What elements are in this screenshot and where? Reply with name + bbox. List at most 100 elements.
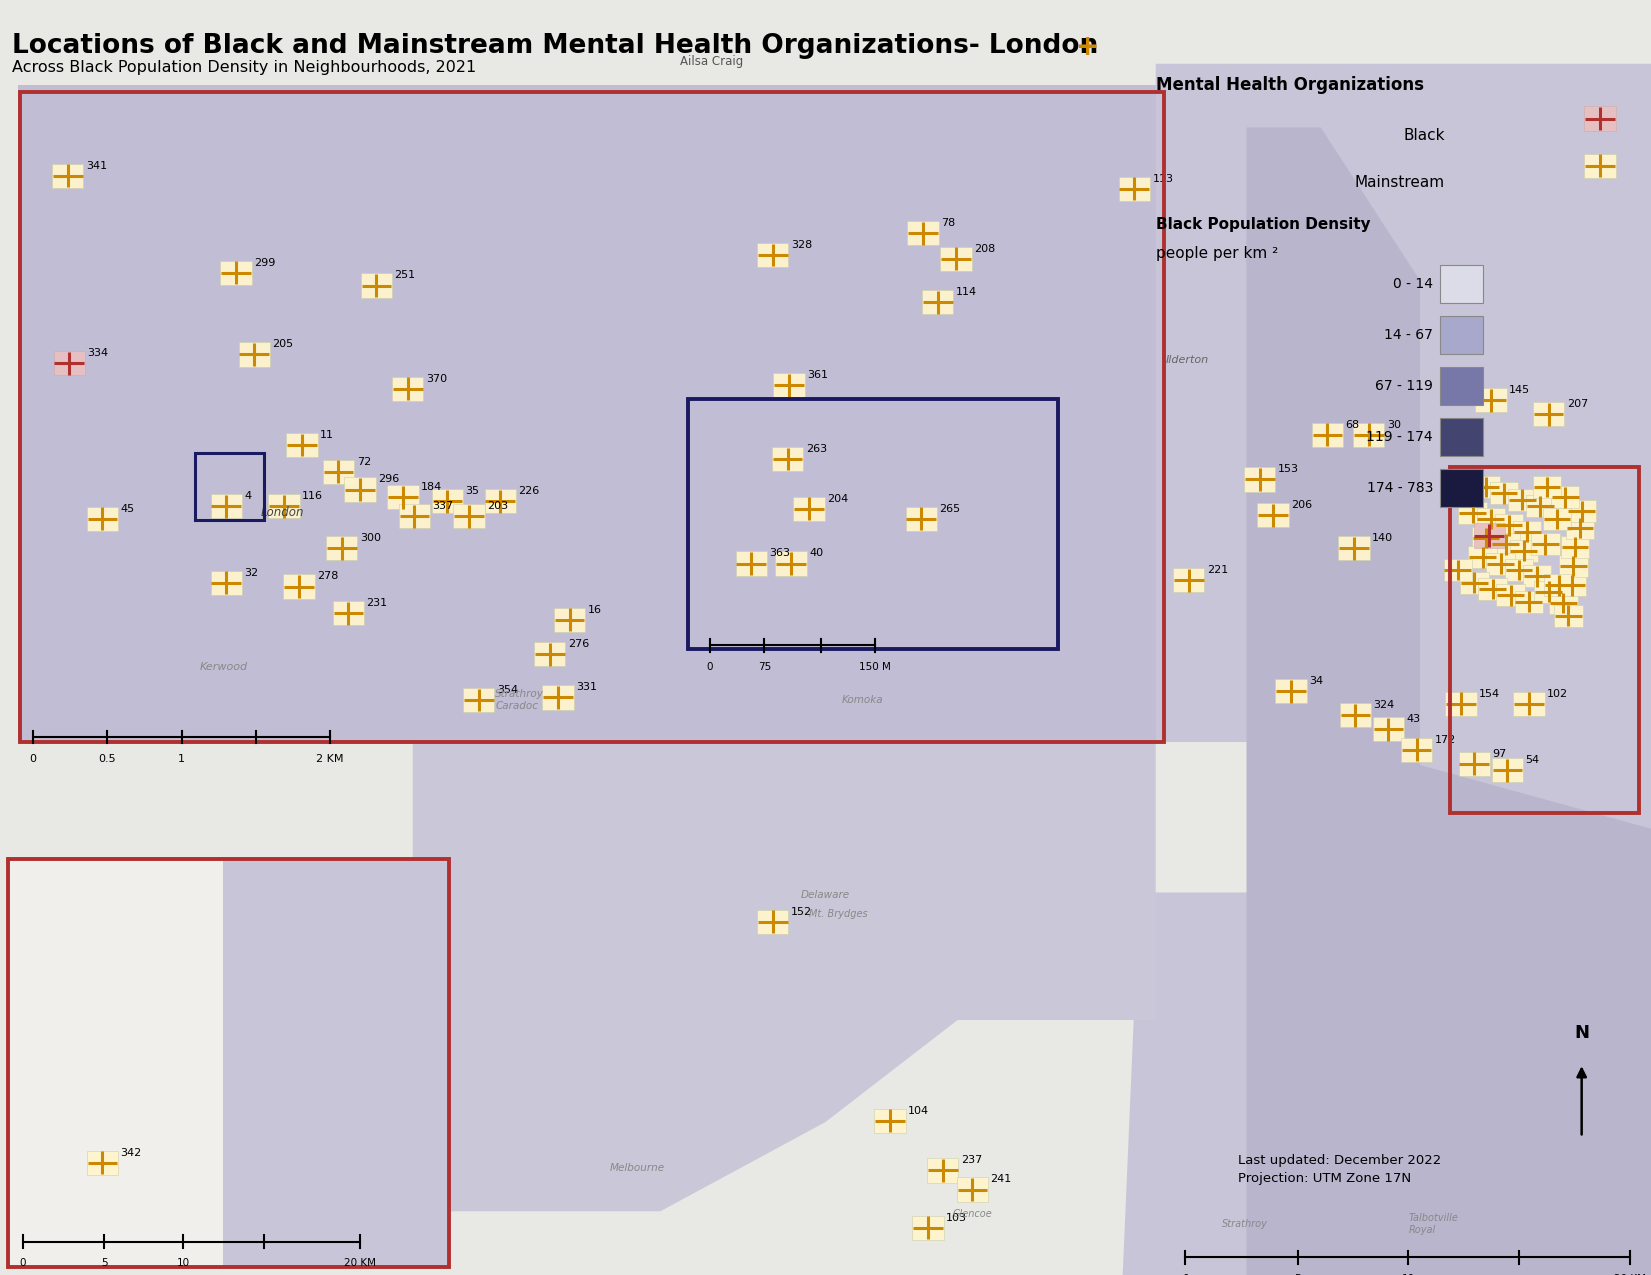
Bar — [8, 859, 449, 1267]
FancyBboxPatch shape — [325, 536, 357, 561]
Bar — [8, 859, 231, 1267]
Text: 341: 341 — [86, 161, 107, 171]
Text: Delaware: Delaware — [801, 890, 850, 900]
FancyBboxPatch shape — [1565, 516, 1595, 539]
Text: 184: 184 — [421, 482, 442, 492]
FancyBboxPatch shape — [553, 607, 584, 631]
Text: 205: 205 — [272, 339, 294, 349]
Text: 14 - 67: 14 - 67 — [1384, 329, 1433, 342]
Text: 208: 208 — [974, 244, 996, 254]
FancyBboxPatch shape — [287, 432, 317, 456]
FancyBboxPatch shape — [1514, 590, 1544, 613]
FancyBboxPatch shape — [1493, 757, 1522, 782]
FancyBboxPatch shape — [1514, 691, 1545, 717]
FancyBboxPatch shape — [1337, 536, 1370, 561]
Text: 2 KM: 2 KM — [317, 754, 343, 764]
FancyBboxPatch shape — [1275, 678, 1308, 704]
Text: 10: 10 — [1402, 1274, 1415, 1275]
FancyBboxPatch shape — [400, 504, 429, 528]
Text: 153: 153 — [1278, 464, 1299, 474]
FancyBboxPatch shape — [1532, 476, 1562, 499]
Text: 5: 5 — [1294, 1274, 1301, 1275]
Text: 68: 68 — [1346, 419, 1360, 430]
FancyBboxPatch shape — [343, 477, 375, 501]
FancyBboxPatch shape — [462, 688, 494, 711]
FancyBboxPatch shape — [1446, 691, 1476, 717]
Text: 35: 35 — [466, 486, 479, 496]
FancyBboxPatch shape — [1478, 578, 1507, 601]
FancyBboxPatch shape — [1440, 469, 1483, 507]
Text: 30: 30 — [1387, 419, 1400, 430]
Text: Talbotville
Royal: Talbotville Royal — [1408, 1214, 1458, 1234]
FancyBboxPatch shape — [1474, 523, 1506, 548]
FancyBboxPatch shape — [1476, 507, 1506, 530]
FancyBboxPatch shape — [1549, 592, 1578, 615]
Text: 206: 206 — [1291, 500, 1313, 510]
Bar — [195, 453, 264, 520]
FancyBboxPatch shape — [211, 570, 241, 594]
Text: 334: 334 — [88, 348, 109, 358]
FancyBboxPatch shape — [1550, 486, 1580, 509]
FancyBboxPatch shape — [1471, 527, 1501, 550]
Text: 116: 116 — [302, 491, 324, 501]
Text: 5: 5 — [101, 1258, 107, 1269]
Text: 145: 145 — [1509, 385, 1530, 395]
FancyBboxPatch shape — [1313, 422, 1344, 446]
FancyBboxPatch shape — [220, 260, 251, 284]
Bar — [688, 399, 1058, 649]
Text: 150 M: 150 M — [859, 662, 892, 672]
FancyBboxPatch shape — [542, 686, 575, 709]
Text: 337: 337 — [433, 501, 454, 511]
Text: 97: 97 — [1493, 748, 1507, 759]
FancyBboxPatch shape — [771, 446, 802, 470]
Text: 34: 34 — [1309, 676, 1324, 686]
FancyBboxPatch shape — [1530, 533, 1560, 556]
Text: Across Black Population Density in Neighbourhoods, 2021: Across Black Population Density in Neigh… — [12, 60, 475, 75]
Text: 324: 324 — [1374, 700, 1395, 710]
Text: 278: 278 — [317, 571, 338, 581]
FancyBboxPatch shape — [1471, 476, 1501, 499]
Text: 43: 43 — [1407, 714, 1422, 724]
Text: 20 KM: 20 KM — [1613, 1274, 1646, 1275]
FancyBboxPatch shape — [53, 163, 83, 189]
Text: 226: 226 — [518, 486, 540, 496]
Text: 300: 300 — [360, 533, 381, 543]
FancyBboxPatch shape — [1258, 502, 1289, 528]
Text: 265: 265 — [939, 504, 961, 514]
FancyBboxPatch shape — [1440, 418, 1483, 456]
Text: 45: 45 — [121, 504, 135, 514]
Text: 0: 0 — [30, 754, 36, 764]
FancyBboxPatch shape — [1468, 546, 1497, 569]
Bar — [1450, 467, 1639, 813]
Text: Strathroy: Strathroy — [1222, 1219, 1268, 1229]
Text: London: London — [261, 506, 304, 519]
FancyBboxPatch shape — [1172, 567, 1205, 592]
Text: 113: 113 — [1152, 173, 1174, 184]
FancyBboxPatch shape — [1585, 106, 1615, 131]
Text: Ailsa Craig: Ailsa Craig — [680, 55, 743, 68]
FancyBboxPatch shape — [533, 643, 565, 666]
FancyBboxPatch shape — [1486, 552, 1516, 575]
Text: 331: 331 — [576, 682, 598, 692]
Text: 75: 75 — [758, 662, 771, 672]
FancyBboxPatch shape — [941, 246, 971, 270]
Text: 0 - 14: 0 - 14 — [1393, 278, 1433, 291]
Text: 102: 102 — [1547, 688, 1568, 699]
Text: 152: 152 — [791, 907, 812, 917]
FancyBboxPatch shape — [282, 574, 314, 598]
FancyBboxPatch shape — [913, 1216, 944, 1239]
Text: 0.5: 0.5 — [99, 754, 116, 764]
Text: 241: 241 — [991, 1174, 1012, 1184]
FancyBboxPatch shape — [1567, 500, 1597, 523]
Text: Last updated: December 2022
Projection: UTM Zone 17N: Last updated: December 2022 Projection: … — [1238, 1154, 1441, 1184]
Text: 78: 78 — [941, 218, 956, 228]
Text: 11: 11 — [320, 430, 334, 440]
FancyBboxPatch shape — [1522, 565, 1552, 588]
FancyBboxPatch shape — [1532, 402, 1563, 426]
FancyBboxPatch shape — [792, 496, 824, 520]
FancyBboxPatch shape — [1496, 584, 1526, 607]
FancyBboxPatch shape — [86, 1150, 119, 1176]
FancyBboxPatch shape — [756, 910, 789, 933]
FancyBboxPatch shape — [735, 551, 766, 575]
FancyBboxPatch shape — [1440, 367, 1483, 405]
